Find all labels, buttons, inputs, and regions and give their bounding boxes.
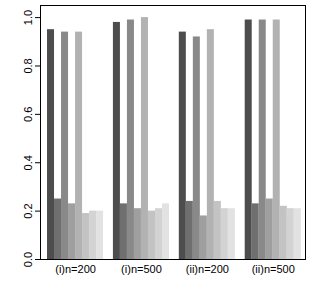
- svg-text:(ii)n=500: (ii)n=500: [252, 263, 295, 275]
- svg-text:0.4: 0.4: [22, 155, 34, 170]
- svg-text:(i)n=200: (i)n=200: [55, 263, 96, 275]
- svg-text:0.2: 0.2: [22, 203, 34, 218]
- svg-text:0.0: 0.0: [22, 252, 34, 267]
- svg-text:(ii)n=200: (ii)n=200: [186, 263, 229, 275]
- svg-text:1.0: 1.0: [22, 10, 34, 25]
- svg-text:0.6: 0.6: [22, 107, 34, 122]
- svg-text:0.8: 0.8: [22, 58, 34, 73]
- svg-text:(i)n=500: (i)n=500: [121, 263, 162, 275]
